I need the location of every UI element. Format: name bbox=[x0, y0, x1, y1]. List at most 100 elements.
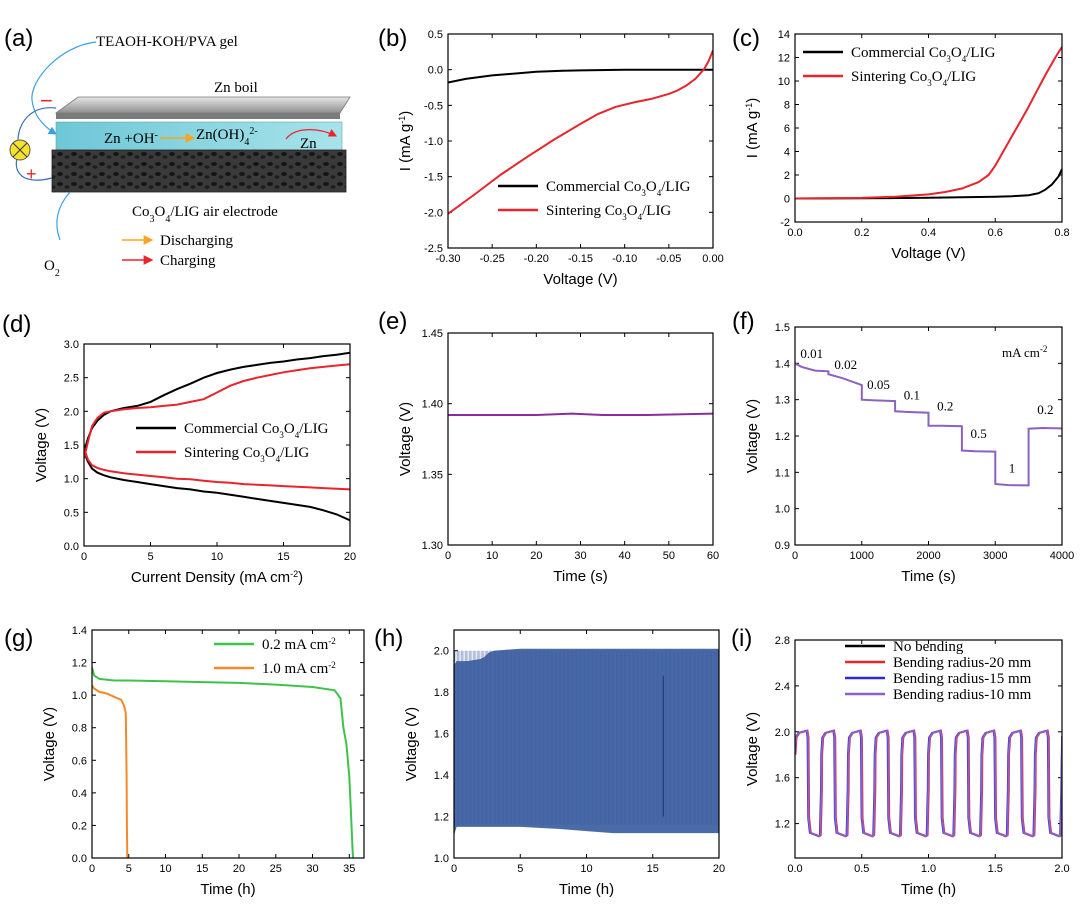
step-label: 0.2 bbox=[937, 399, 953, 414]
chart-e: (e) 0 10 20 30 40 50 60 1.30 1.35 1.40 1.45 Time (s)… bbox=[378, 308, 719, 585]
axes-frame bbox=[794, 639, 1063, 859]
y-tick-label: 2.4 bbox=[775, 681, 790, 693]
x-tick-label: 0 bbox=[451, 863, 457, 875]
y-tick-label: 1.3 bbox=[775, 395, 790, 407]
x-tick-label: -0.30 bbox=[435, 253, 460, 265]
panel-label-i: (i) bbox=[731, 625, 752, 652]
x-tick-label: 0.6 bbox=[988, 227, 1003, 239]
zn-foil-edge bbox=[56, 113, 340, 119]
y-tick-label: -2.0 bbox=[424, 207, 443, 219]
y-tick-label: 1.0 bbox=[434, 853, 449, 865]
charging-label: Charging bbox=[160, 253, 216, 269]
y-tick-label: 0.5 bbox=[64, 507, 79, 519]
legend-label: Commercial Co3O4/LIG bbox=[546, 179, 691, 198]
y-tick-label: 1.5 bbox=[64, 440, 79, 452]
y-tick-label: 0 bbox=[784, 194, 790, 206]
x-tick-label: 0 bbox=[792, 550, 798, 562]
x-tick-label: 0.2 bbox=[854, 227, 869, 239]
panel-label-f: (f) bbox=[732, 308, 755, 335]
unit-note: mA cm-2 bbox=[1002, 344, 1047, 360]
x-tick-label: 1000 bbox=[850, 550, 874, 562]
x-tick-label: -0.05 bbox=[656, 253, 681, 265]
step-label: 0.05 bbox=[867, 377, 890, 392]
y-tick-label: 14 bbox=[778, 29, 790, 41]
plot-area bbox=[454, 648, 719, 836]
x-tick-label: 20 bbox=[713, 863, 725, 875]
y-tick-label: 1.8 bbox=[434, 687, 449, 699]
y-tick-label: 1.4 bbox=[434, 770, 449, 782]
y-axis-label: I (mA g-1) bbox=[744, 98, 761, 159]
x-tick-label: 20 bbox=[344, 551, 356, 563]
step-label: 0.1 bbox=[904, 388, 920, 403]
axes-frame bbox=[794, 33, 1063, 223]
cycling-band bbox=[454, 648, 719, 836]
y-axis-label: Voltage (V) bbox=[744, 399, 761, 473]
y-tick-label: -0.5 bbox=[424, 100, 443, 112]
plot-area bbox=[795, 729, 1062, 838]
x-tick-label: 0.0 bbox=[787, 863, 802, 875]
y-tick-label: 0.5 bbox=[428, 29, 443, 41]
plot-area bbox=[795, 46, 1062, 200]
step-label: 1 bbox=[1009, 460, 1016, 475]
y-tick-label: 0.6 bbox=[72, 755, 87, 767]
y-tick-label: -2.5 bbox=[424, 243, 443, 255]
y-tick-label: 4 bbox=[784, 147, 790, 159]
air-electrode-label: Co3O4/LIG air electrode bbox=[132, 204, 278, 225]
chart-g: (g) 0 5 10 15 20 25 30 35 0.0 0.2 0.4 0.6 0.8 1.0 1.2 1.… bbox=[4, 625, 365, 898]
series-line bbox=[448, 412, 713, 416]
chart-c: (c) 0.0 0.2 0.4 0.6 0.8 -2 0 2 4 6 8 10 12 14 Voltage (… bbox=[732, 25, 1070, 262]
x-tick-label: 0.00 bbox=[702, 253, 723, 265]
cycling-series-line bbox=[795, 729, 1062, 838]
x-tick-label: 3000 bbox=[983, 550, 1007, 562]
x-axis-label: Time (s) bbox=[901, 568, 955, 585]
axes-frame bbox=[447, 332, 714, 546]
axes-frame bbox=[447, 33, 714, 249]
series-line bbox=[795, 362, 1062, 487]
x-tick-label: 35 bbox=[343, 863, 355, 875]
legend-label: Commercial Co3O4/LIG bbox=[184, 421, 329, 440]
y-tick-label: 2.0 bbox=[775, 727, 790, 739]
y-tick-label: 0.8 bbox=[72, 723, 87, 735]
chart-d: (d) 0 5 10 15 20 0.0 0.5 1.0 1.5 2.0 2.5 3.0 Current … bbox=[2, 311, 356, 586]
chart-panels: (b)-0.30 -0.25 -0.20 -0.15 -0.10 -0.05 0.00-2.… bbox=[2, 25, 1074, 898]
y-tick-label: 2.8 bbox=[775, 635, 790, 647]
y-tick-label: 0.0 bbox=[428, 65, 443, 77]
legend-label: 0.2 mA cm-2 bbox=[262, 636, 336, 653]
chart-h: (h) 0 5 10 15 20 1.0 1.2 1.4 1.6 1.8 2.0 Time (h) Vol… bbox=[374, 625, 725, 898]
charging-curve-arrow bbox=[285, 129, 338, 140]
plot-area bbox=[795, 362, 1062, 487]
x-tick-label: 10 bbox=[211, 551, 223, 563]
chart-i: (i) 0.0 0.5 1.0 1.5 2.0 1.2 1.6 2.0 2.4 2.8 Time (h… bbox=[731, 625, 1070, 898]
series-line bbox=[92, 684, 129, 858]
legend-label: 1.0 mA cm-2 bbox=[262, 660, 336, 677]
y-tick-label: 0.4 bbox=[72, 788, 87, 800]
x-tick-label: 50 bbox=[663, 550, 675, 562]
x-tick-label: 0.8 bbox=[1054, 227, 1069, 239]
x-tick-label: -0.10 bbox=[612, 253, 637, 265]
x-tick-label: 5 bbox=[147, 551, 153, 563]
y-axis-label: I (mA g-1) bbox=[397, 111, 414, 172]
y-tick-label: 0.0 bbox=[72, 853, 87, 865]
x-axis-label: Voltage (V) bbox=[543, 271, 617, 288]
x-tick-label: 10 bbox=[159, 863, 171, 875]
legend-label: Sintering Co3O4/LIG bbox=[546, 203, 671, 222]
x-axis-label: Current Density (mA cm-2) bbox=[131, 569, 303, 586]
axes-frame bbox=[83, 343, 351, 547]
y-tick-label: 1.2 bbox=[775, 431, 790, 443]
bulb-cross bbox=[12, 142, 28, 158]
lig-air-electrode bbox=[51, 149, 347, 193]
x-tick-label: 0.0 bbox=[787, 227, 802, 239]
panel-label-c: (c) bbox=[732, 25, 760, 52]
y-tick-label: 10 bbox=[778, 76, 790, 88]
y-tick-label: 1.1 bbox=[775, 467, 790, 479]
y-tick-label: 1.6 bbox=[434, 729, 449, 741]
y-tick-label: 3.0 bbox=[64, 339, 79, 351]
x-axis-label: Time (h) bbox=[200, 881, 255, 898]
y-tick-label: 1.2 bbox=[72, 658, 87, 670]
panel-label-g: (g) bbox=[4, 625, 33, 652]
series-line bbox=[84, 448, 350, 491]
plot-area bbox=[92, 667, 354, 858]
x-tick-label: 15 bbox=[196, 863, 208, 875]
x-tick-label: 5 bbox=[517, 863, 523, 875]
panel-a-schematic: (a) TEAOH-KOH/PVA gel Zn boil Zn +OH- Zn… bbox=[4, 25, 351, 279]
